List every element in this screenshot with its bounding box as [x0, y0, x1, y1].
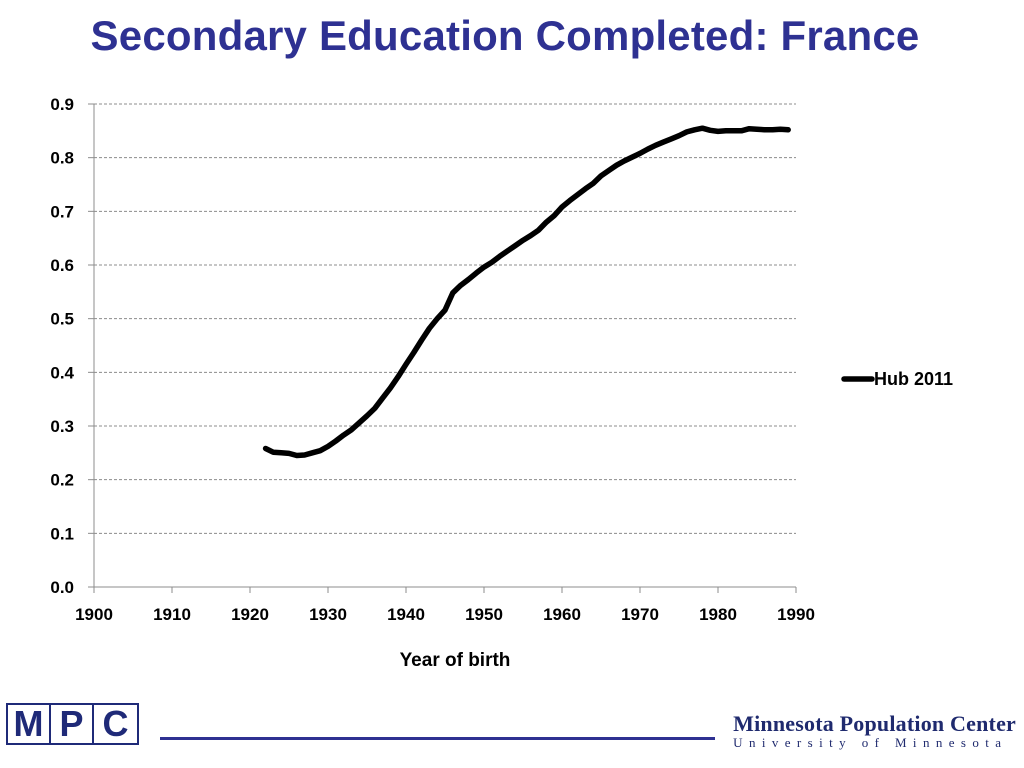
- x-tick-label: 1930: [309, 605, 347, 624]
- x-tick-label: 1910: [153, 605, 191, 624]
- x-tick-label: 1960: [543, 605, 581, 624]
- y-tick-label: 0.6: [50, 256, 74, 275]
- y-tick-label: 0.9: [50, 95, 74, 114]
- slide-title: Secondary Education Completed: France: [90, 12, 920, 59]
- x-tick-labels: 1900 1910 1920 1930 1940 1950 1960 1970 1980 1990: [75, 605, 815, 624]
- organization-name-line2: University of Minnesota: [733, 735, 1008, 750]
- series-lines: [262, 125, 791, 459]
- y-tick-label: 0.8: [50, 149, 74, 168]
- logo-letter: C: [102, 703, 129, 744]
- y-tick-label: 0.3: [50, 417, 74, 436]
- footer-rule: [160, 737, 715, 740]
- organization-name: Minnesota Population Center University o…: [733, 711, 1016, 751]
- line-chart: 0.00.10.20.30.40.50.60.70.80.9 1900 1910 1…: [50, 95, 953, 671]
- x-axis-label: Year of birth: [400, 650, 511, 671]
- x-tick-label: 1980: [699, 605, 737, 624]
- x-tick-label: 1970: [621, 605, 659, 624]
- mpc-logo: M P C: [6, 703, 139, 745]
- axes: [88, 103, 797, 593]
- y-tick-label: 0.1: [50, 524, 74, 543]
- x-tick-label: 1940: [387, 605, 425, 624]
- y-tick-label: 0.2: [50, 471, 74, 490]
- x-tick-label: 1950: [465, 605, 503, 624]
- x-tick-label: 1920: [231, 605, 269, 624]
- y-tick-labels: 0.0 0.1 0.2 0.3 0.4 0.5 0.6 0.7 0.8 0.9: [50, 95, 74, 597]
- x-tick-label: 1900: [75, 605, 113, 624]
- legend: Hub 2011: [841, 369, 953, 389]
- logo-letter: P: [51, 703, 94, 744]
- y-tick-label: 0.7: [50, 202, 74, 221]
- y-tick-label: 0.5: [50, 310, 74, 329]
- y-tick-label: 0.0: [50, 578, 74, 597]
- logo-letter: M: [8, 703, 51, 744]
- grid-lines: [94, 103, 796, 534]
- y-tick-label: 0.4: [50, 363, 74, 382]
- x-tick-label: 1990: [777, 605, 815, 624]
- series-line: [262, 125, 791, 459]
- organization-name-line1: Minnesota Population Center: [733, 711, 1016, 736]
- legend-label: Hub 2011: [874, 369, 953, 389]
